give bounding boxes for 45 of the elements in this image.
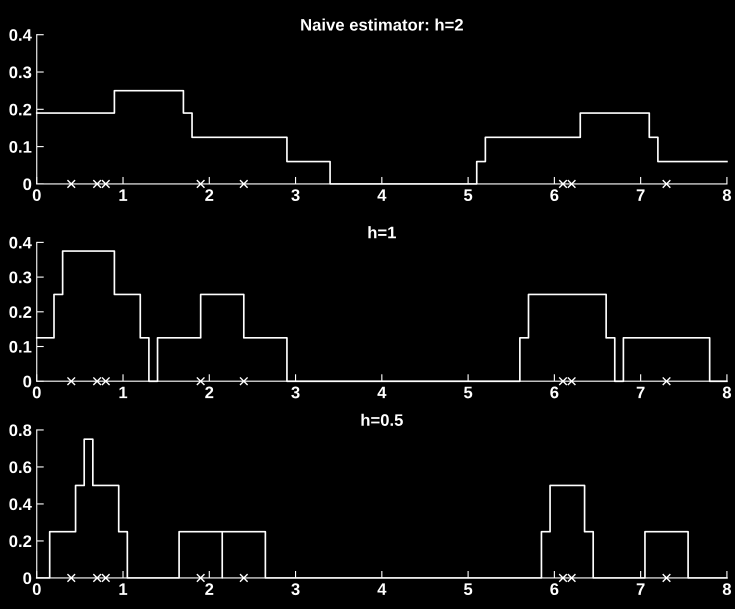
x-tick-label: 4 (377, 583, 386, 595)
y-tick-label: 0.6 (9, 461, 32, 474)
chart-title: Naive estimator: h=2 (301, 18, 463, 31)
x-tick-label: 2 (205, 386, 214, 398)
x-tick-label: 8 (722, 189, 732, 202)
x-tick-label: 6 (550, 189, 558, 202)
x-tick-label: 8 (722, 583, 732, 596)
y-tick-label: 0.2 (9, 535, 32, 548)
y-tick-label: 0.3 (9, 66, 32, 78)
y-tick-label: 0.2 (9, 104, 32, 116)
x-tick-label: 2 (205, 583, 214, 595)
x-tick-label: 3 (291, 386, 300, 398)
x-tick-label: 3 (291, 189, 300, 202)
x-tick-label: 7 (636, 386, 645, 398)
y-tick-label: 0.4 (9, 29, 32, 41)
y-tick-label: 0.4 (9, 236, 32, 249)
x-tick-label: 3 (291, 583, 300, 596)
chart-title: h=1 (368, 226, 396, 238)
x-tick-label: 1 (119, 583, 128, 595)
x-tick-label: 0 (32, 583, 41, 596)
x-tick-label: 6 (550, 583, 558, 596)
x-tick-label: 0 (32, 386, 41, 398)
x-tick-label: 4 (377, 189, 386, 201)
x-tick-label: 6 (550, 386, 558, 398)
y-tick-label: 0.1 (9, 340, 32, 353)
x-tick-label: 5 (464, 386, 472, 398)
x-tick-label: 2 (205, 189, 214, 201)
x-tick-label: 1 (119, 386, 128, 398)
y-tick-label: 0.1 (9, 141, 32, 153)
y-tick-label: 0.8 (9, 424, 32, 436)
y-tick-label: 0.4 (9, 498, 32, 510)
y-tick-label: 0.3 (9, 271, 32, 284)
x-tick-label: 4 (377, 386, 386, 398)
y-tick-label: 0.2 (9, 306, 32, 318)
x-tick-label: 7 (636, 189, 645, 201)
x-tick-label: 8 (722, 386, 732, 398)
x-tick-label: 5 (464, 189, 472, 202)
y-tick-label: 0 (23, 178, 32, 190)
x-tick-label: 5 (464, 583, 472, 596)
chart-title: h=0.5 (361, 414, 403, 426)
x-tick-label: 0 (32, 189, 41, 202)
y-tick-label: 0 (23, 572, 32, 584)
x-tick-label: 7 (636, 583, 645, 595)
x-tick-label: 1 (119, 189, 128, 201)
y-tick-label: 0 (23, 376, 32, 388)
